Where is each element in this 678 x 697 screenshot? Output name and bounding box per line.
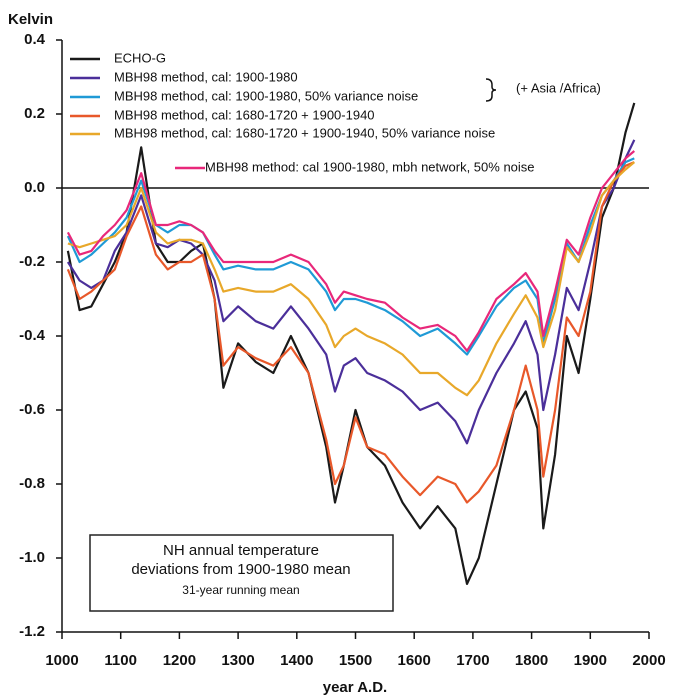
- y-tick-label: 0.2: [24, 105, 45, 122]
- annotation-box: [89, 534, 394, 612]
- series-line: [66, 150, 636, 352]
- legend-label: MBH98 method, cal: 1900-1980: [114, 69, 298, 84]
- x-tick-label: 1400: [280, 652, 313, 669]
- series-line: [66, 161, 635, 504]
- x-tick-label: 1900: [574, 652, 607, 669]
- y-tick-label: -1.2: [19, 623, 45, 640]
- y-tick-label: 0.0: [24, 179, 45, 196]
- x-tick-label: 1500: [339, 652, 372, 669]
- series-line: [66, 102, 636, 585]
- series-line: [66, 157, 635, 356]
- y-tick-label: -0.6: [19, 401, 45, 418]
- x-tick-label: 1700: [456, 652, 489, 669]
- x-tick-label: 2000: [632, 652, 665, 669]
- x-tick-label: 1100: [104, 652, 137, 669]
- x-tick-label: 1000: [45, 652, 78, 669]
- x-tick-label: 1200: [163, 652, 196, 669]
- legend-label: ECHO-G: [114, 50, 166, 65]
- y-axis-label: Kelvin: [8, 11, 53, 28]
- y-tick-label: 0.4: [24, 31, 46, 48]
- x-tick-label: 1800: [515, 652, 548, 669]
- annotation-line: deviations from 1900-1980 mean: [131, 561, 350, 578]
- x-tick-label: 1600: [398, 652, 431, 669]
- annotation: (+ Asia /Africa): [516, 80, 601, 95]
- x-axis-label: year A.D.: [323, 679, 387, 696]
- annotation-line: 31-year running mean: [182, 583, 299, 597]
- y-tick-label: -0.4: [19, 327, 46, 344]
- legend-label: MBH98 method, cal: 1900-1980, 50% varian…: [114, 88, 418, 103]
- y-tick-label: -1.0: [19, 549, 45, 566]
- series-line: [67, 161, 636, 397]
- annotation-line: NH annual temperature: [163, 542, 319, 559]
- y-tick-label: -0.2: [19, 253, 45, 270]
- series-line: [66, 139, 636, 445]
- y-tick-label: -0.8: [19, 475, 45, 492]
- legend-label: MBH98 method: cal 1900-1980, mbh network…: [205, 159, 535, 174]
- brace: [485, 78, 497, 102]
- legend-label: MBH98 method, cal: 1680-1720 + 1900-1940…: [114, 125, 495, 140]
- legend-label: MBH98 method, cal: 1680-1720 + 1900-1940: [114, 107, 375, 122]
- x-tick-label: 1300: [221, 652, 254, 669]
